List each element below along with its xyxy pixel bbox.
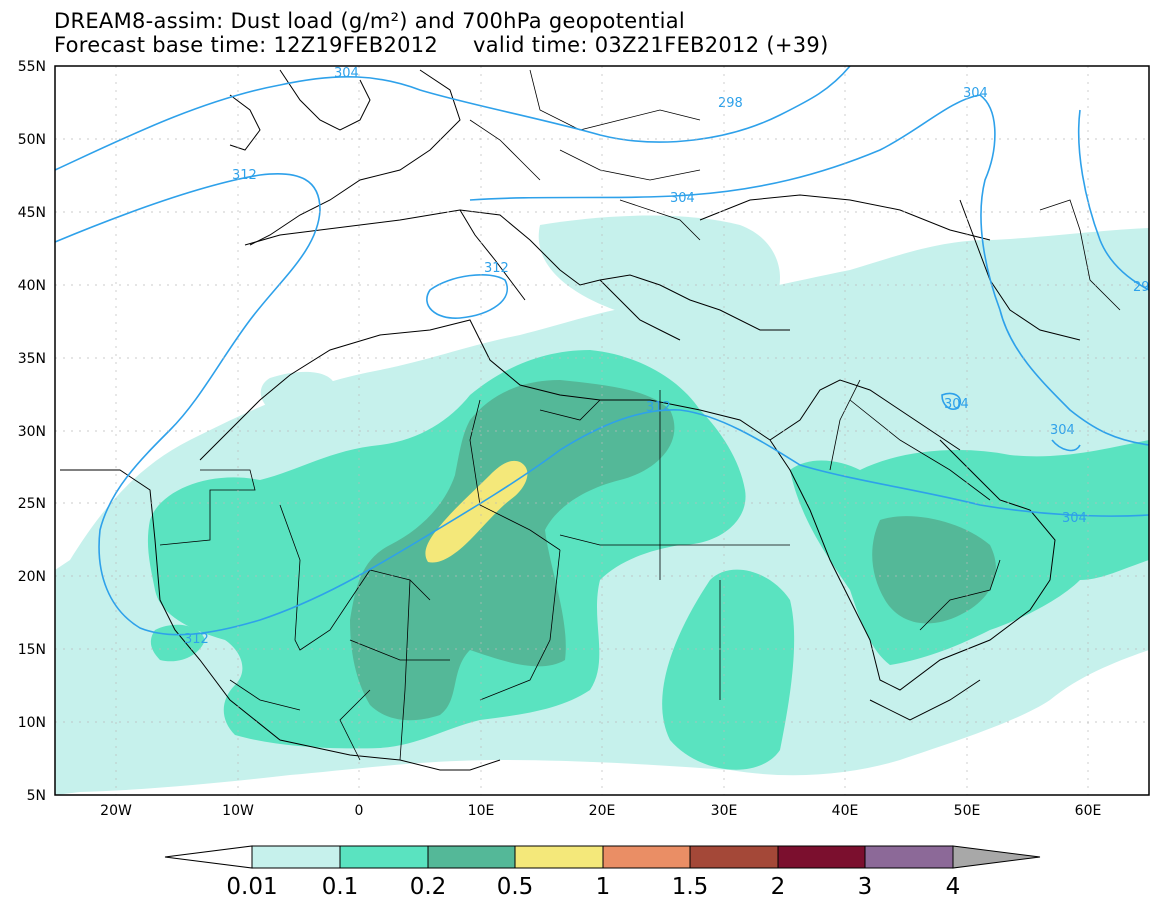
colorbar-label: 0.2 xyxy=(410,874,447,900)
lon-label: 20W xyxy=(100,803,132,819)
lat-label: 35N xyxy=(18,351,46,367)
longitude-labels: 20W 10W 0 10E 20E 30E 40E 50E 60E xyxy=(100,803,1101,819)
colorbar-low-arrow xyxy=(164,845,253,869)
contour-label: 304 xyxy=(670,191,695,206)
colorbar-label: 0.1 xyxy=(322,874,359,900)
lat-label: 10N xyxy=(18,715,46,731)
colorbar-label: 4 xyxy=(946,874,961,900)
colorbar-label: 1.5 xyxy=(672,874,709,900)
colorbar-swatch xyxy=(777,845,866,869)
dust-region-light-2 xyxy=(538,215,780,326)
dust-region-medium-2 xyxy=(662,569,795,770)
dust-region-dense xyxy=(350,380,675,721)
colorbar-swatch xyxy=(864,845,954,869)
lon-label: 60E xyxy=(1075,803,1102,819)
colorbar: 0.01 0.1 0.2 0.5 1 1.5 2 3 4 xyxy=(164,845,1041,900)
lat-label: 55N xyxy=(18,59,46,75)
lon-label: 30E xyxy=(711,803,738,819)
lat-label: 40N xyxy=(18,278,46,294)
lon-label: 10E xyxy=(468,803,495,819)
latitude-labels: 55N 50N 45N 40N 35N 30N 25N 20N 15N 10N … xyxy=(18,59,46,804)
lat-label: 20N xyxy=(18,569,46,585)
contour-label: 312 xyxy=(484,261,509,276)
colorbar-swatch xyxy=(602,845,691,869)
colorbar-label: 0.5 xyxy=(497,874,534,900)
contour-label: 312 xyxy=(184,632,209,647)
country-borders xyxy=(159,69,1121,761)
colorbar-label: 0.01 xyxy=(226,874,277,900)
contour-label: 304 xyxy=(944,397,969,412)
contour-label: 298 xyxy=(718,96,743,111)
lat-label: 30N xyxy=(18,424,46,440)
graticule xyxy=(55,66,1149,795)
lat-label: 25N xyxy=(18,496,46,512)
lat-label: 15N xyxy=(18,642,46,658)
contour-label: 312 xyxy=(646,400,671,415)
lon-label: 40E xyxy=(832,803,859,819)
lat-label: 5N xyxy=(27,788,46,804)
dust-region-peak xyxy=(425,460,528,563)
geopotential-contours xyxy=(55,66,1149,636)
contour-label: 304 xyxy=(334,66,359,81)
contour-label: 304 xyxy=(963,86,988,101)
lon-label: 20E xyxy=(589,803,616,819)
contour-label: 312 xyxy=(232,168,257,183)
lon-label: 10W xyxy=(222,803,254,819)
dust-region-light-3 xyxy=(260,371,335,409)
lat-label: 45N xyxy=(18,205,46,221)
colorbar-swatch xyxy=(689,845,779,869)
contour-labels: 304 298 304 312 304 312 304 304 312 312 … xyxy=(184,66,1150,647)
lon-label: 50E xyxy=(954,803,981,819)
lat-label: 50N xyxy=(18,132,46,148)
contour-label: 29 xyxy=(1133,280,1150,295)
colorbar-label: 3 xyxy=(858,874,873,900)
base-time-label: Forecast base time: 12Z19FEB2012 xyxy=(54,33,439,57)
contour-label: 304 xyxy=(1050,423,1075,438)
lon-label: 0 xyxy=(355,803,364,819)
colorbar-swatch xyxy=(514,845,604,869)
colorbar-label: 2 xyxy=(771,874,786,900)
colorbar-swatch xyxy=(339,845,429,869)
map-title: DREAM8-assim: Dust load (g/m²) and 700hP… xyxy=(54,9,686,33)
colorbar-swatch xyxy=(427,845,516,869)
colorbar-swatch xyxy=(251,845,341,869)
forecast-times: Forecast base time: 12Z19FEB2012 valid t… xyxy=(54,34,829,56)
valid-time-label: valid time: 03Z21FEB2012 (+39) xyxy=(472,33,829,57)
contour-label: 304 xyxy=(1062,511,1087,526)
map-frame xyxy=(54,65,1150,796)
colorbar-label: 1 xyxy=(596,874,611,900)
colorbar-high-arrow xyxy=(952,845,1041,869)
coastlines xyxy=(60,69,1081,771)
